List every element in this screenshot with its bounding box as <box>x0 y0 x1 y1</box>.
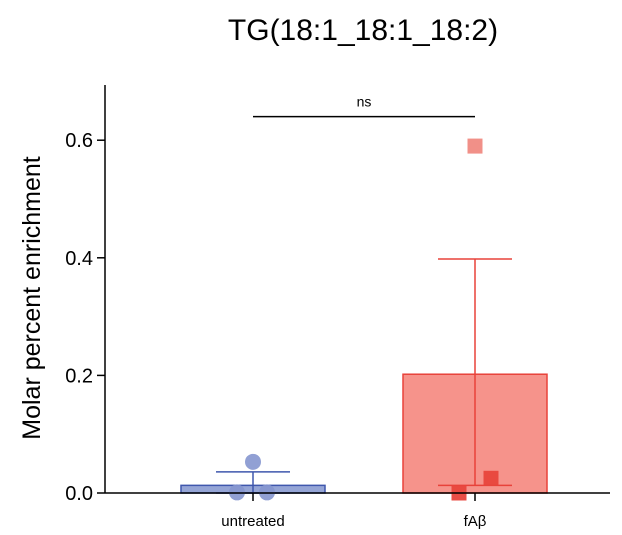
significance-label: ns <box>357 94 372 110</box>
point-fab-0 <box>467 138 483 154</box>
plot-area: 0.0 0.2 0.4 0.6 untreated fAβ ns <box>65 85 610 530</box>
point-fab-1 <box>483 470 499 486</box>
y-axis-label: Molar percent enrichment <box>18 156 46 440</box>
y-tick-label-3: 0.6 <box>65 130 93 152</box>
point-untreated-0 <box>245 453 261 470</box>
x-tick-label-1: fAβ <box>464 513 487 530</box>
chart-title: TG(18:1_18:1_18:2) <box>228 14 498 47</box>
y-tick-label-1: 0.2 <box>65 365 93 387</box>
y-tick-label-2: 0.4 <box>65 248 93 270</box>
x-tick-label-0: untreated <box>221 513 284 530</box>
y-tick-label-0: 0.0 <box>65 483 93 505</box>
